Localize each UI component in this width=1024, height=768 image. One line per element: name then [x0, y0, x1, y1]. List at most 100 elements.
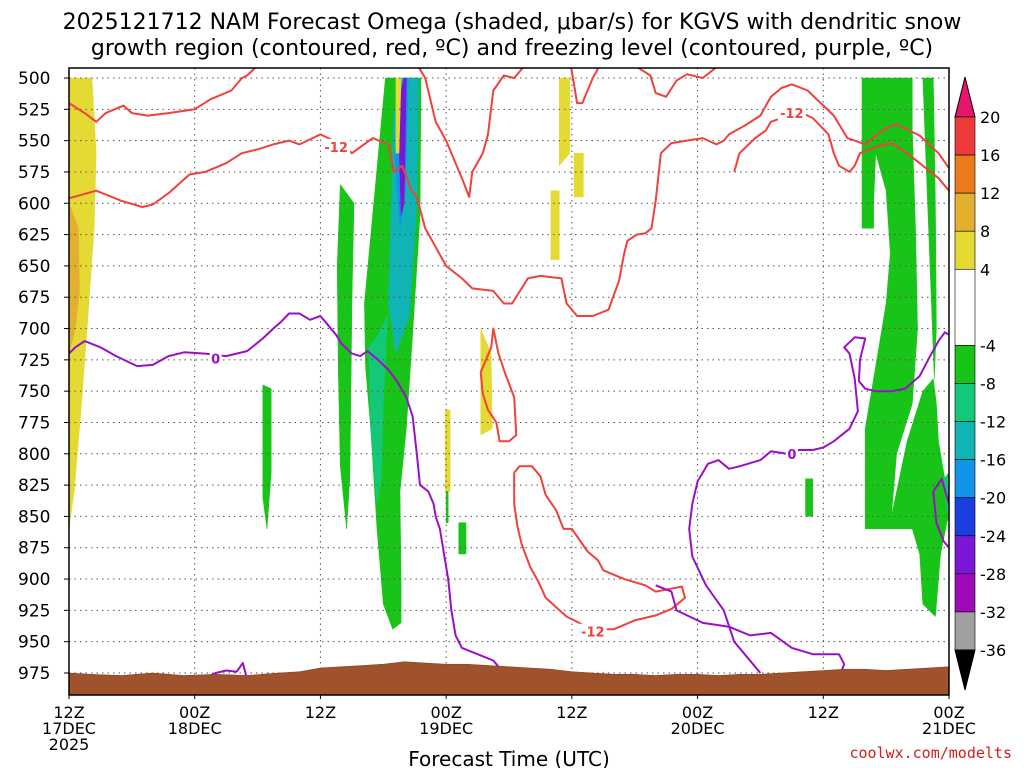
x-tick-label-12-1: 00Z	[179, 703, 210, 722]
freezing-contour-label-bg-2	[785, 445, 798, 461]
y-tick-label-525: 525	[18, 100, 50, 120]
y-tick-label-725: 725	[18, 351, 50, 371]
colorbar-label-4: 8	[980, 222, 990, 241]
x-tick-label-84-2: 21DEC	[922, 719, 976, 738]
terrain-fill	[69, 661, 949, 695]
x-tick-label-36-1: 00Z	[430, 703, 461, 722]
dgz-contour-label-bg-1	[322, 138, 351, 154]
omega-region-13	[458, 522, 467, 555]
colorbar-label-12: -28	[980, 565, 1006, 584]
y-tick-label-825: 825	[18, 476, 50, 496]
x-tick-label-12-2: 18DEC	[168, 719, 222, 738]
dgz-contour-label-bg-4	[578, 623, 607, 639]
x-tick-label-0-2: 17DEC	[42, 719, 96, 738]
y-tick-label-650: 650	[18, 257, 50, 277]
omega-region-16	[550, 190, 560, 260]
credit-text: coolwx.com/modelts	[849, 744, 1012, 762]
contour-label-layer: -12 -12 -12 0 0	[209, 105, 806, 641]
dgz-contour-label-bg-5	[777, 105, 806, 121]
y-tick-label-675: 675	[18, 288, 50, 308]
colorbar-label-7: -8	[980, 375, 996, 394]
omega-region-1	[69, 77, 97, 529]
x-tick-label-72-1: 12Z	[808, 703, 839, 722]
colorbar-label-11: -24	[980, 527, 1006, 546]
colorbar-bin-5	[954, 230, 976, 270]
y-tick-label-600: 600	[18, 194, 50, 214]
y-tick-label-575: 575	[18, 163, 50, 183]
x-tick-label-24-1: 12Z	[305, 703, 336, 722]
colorbar-top-arrow	[954, 76, 976, 118]
x-tick-label-0-1: 12Z	[53, 703, 84, 722]
freezing-contour-line-3	[655, 584, 846, 678]
dgz-contour-label-4: -12	[581, 626, 605, 641]
dgz-contour-line-3	[479, 327, 518, 443]
dgz-contour-label-1: -12	[324, 141, 348, 156]
omega-region-4	[336, 183, 355, 529]
colorbar-bin-8	[954, 383, 976, 422]
colorbar-bin-3	[954, 154, 976, 194]
x-tick-label-48-1: 12Z	[556, 703, 587, 722]
omega-region-11	[444, 409, 451, 492]
colorbar-bin-13	[954, 573, 976, 613]
x-tick-label-0-3: 2025	[49, 735, 90, 754]
dgz-contour-line-1	[69, 83, 949, 317]
freezing-contour-line-1	[69, 312, 505, 674]
colorbar-label-8: -12	[980, 413, 1006, 432]
y-tick-label-700: 700	[18, 320, 50, 340]
omega-region-2	[69, 203, 80, 354]
colorbar-label-2: 16	[980, 146, 1000, 165]
omega-region-12	[445, 491, 449, 523]
y-tick-label-875: 875	[18, 539, 50, 559]
y-tick-label-750: 750	[18, 382, 50, 402]
colorbar-label-13: -32	[980, 603, 1006, 622]
colorbar-bin-2	[954, 116, 976, 156]
colorbar-label-1: 20	[980, 108, 1000, 127]
x-tick-label-60-2: 20DEC	[671, 719, 725, 738]
omega-region-17	[573, 152, 584, 198]
y-tick-label-800: 800	[18, 445, 50, 465]
y-tick-label-850: 850	[18, 507, 50, 527]
freezing-contour-label-1: 0	[211, 353, 220, 368]
omega-region-6	[368, 315, 388, 504]
y-tick-label-500: 500	[18, 69, 50, 89]
colorbar-bin-14	[954, 611, 976, 651]
colorbar-label-6: -4	[980, 336, 996, 355]
omega-region-15	[559, 77, 571, 167]
omega-region-18	[805, 478, 814, 517]
y-tick-label-625: 625	[18, 226, 50, 246]
chart-title-line-2: growth region (contoured, red, ºC) and f…	[91, 36, 933, 61]
y-axis-ticks: 500 525 550 575 600 625 650 675 700 725 750 775 800 8…	[18, 69, 69, 684]
freezing-contour-line-5	[932, 477, 949, 549]
freezing-level-contour-layer	[69, 312, 949, 680]
x-tick-label-84-1: 00Z	[933, 703, 964, 722]
terrain-layer	[69, 661, 949, 695]
x-axis-label: Forecast Time (UTC)	[408, 747, 610, 768]
omega-region-20	[922, 77, 937, 379]
colorbar-label-14: -36	[980, 641, 1006, 660]
freezing-contour-line-2	[688, 331, 949, 674]
freezing-contour-label-bg-1	[209, 350, 222, 366]
y-tick-label-925: 925	[18, 601, 50, 621]
y-tick-label-975: 975	[18, 664, 50, 684]
colorbar-label-3: 12	[980, 184, 1000, 203]
y-tick-label-775: 775	[18, 413, 50, 433]
dgz-contour-line-4	[513, 465, 686, 631]
colorbar-label-9: -16	[980, 451, 1006, 470]
colorbar-label-5: 4	[980, 260, 990, 279]
colorbar: 20 16 12 8 4 -4 -8 -12 -16 -20 -24 -28 -32 -36	[954, 76, 1006, 691]
dgz-contour-line-5	[733, 110, 949, 192]
freezing-contour-label-2: 0	[787, 448, 796, 463]
y-tick-label-950: 950	[18, 633, 50, 653]
dgz-contour-label-5: -12	[780, 107, 804, 122]
y-tick-label-550: 550	[18, 132, 50, 152]
colorbar-bin-6	[954, 268, 976, 346]
colorbar-bin-9	[954, 421, 976, 460]
chart-title-line-1: 2025121712 NAM Forecast Omega (shaded, μ…	[63, 10, 962, 35]
x-tick-label-36-2: 19DEC	[419, 719, 473, 738]
omega-region-21	[885, 377, 949, 618]
colorbar-label-10: -20	[980, 489, 1006, 508]
dgz-contour-line-2	[69, 68, 717, 198]
x-tick-label-60-1: 00Z	[682, 703, 713, 722]
